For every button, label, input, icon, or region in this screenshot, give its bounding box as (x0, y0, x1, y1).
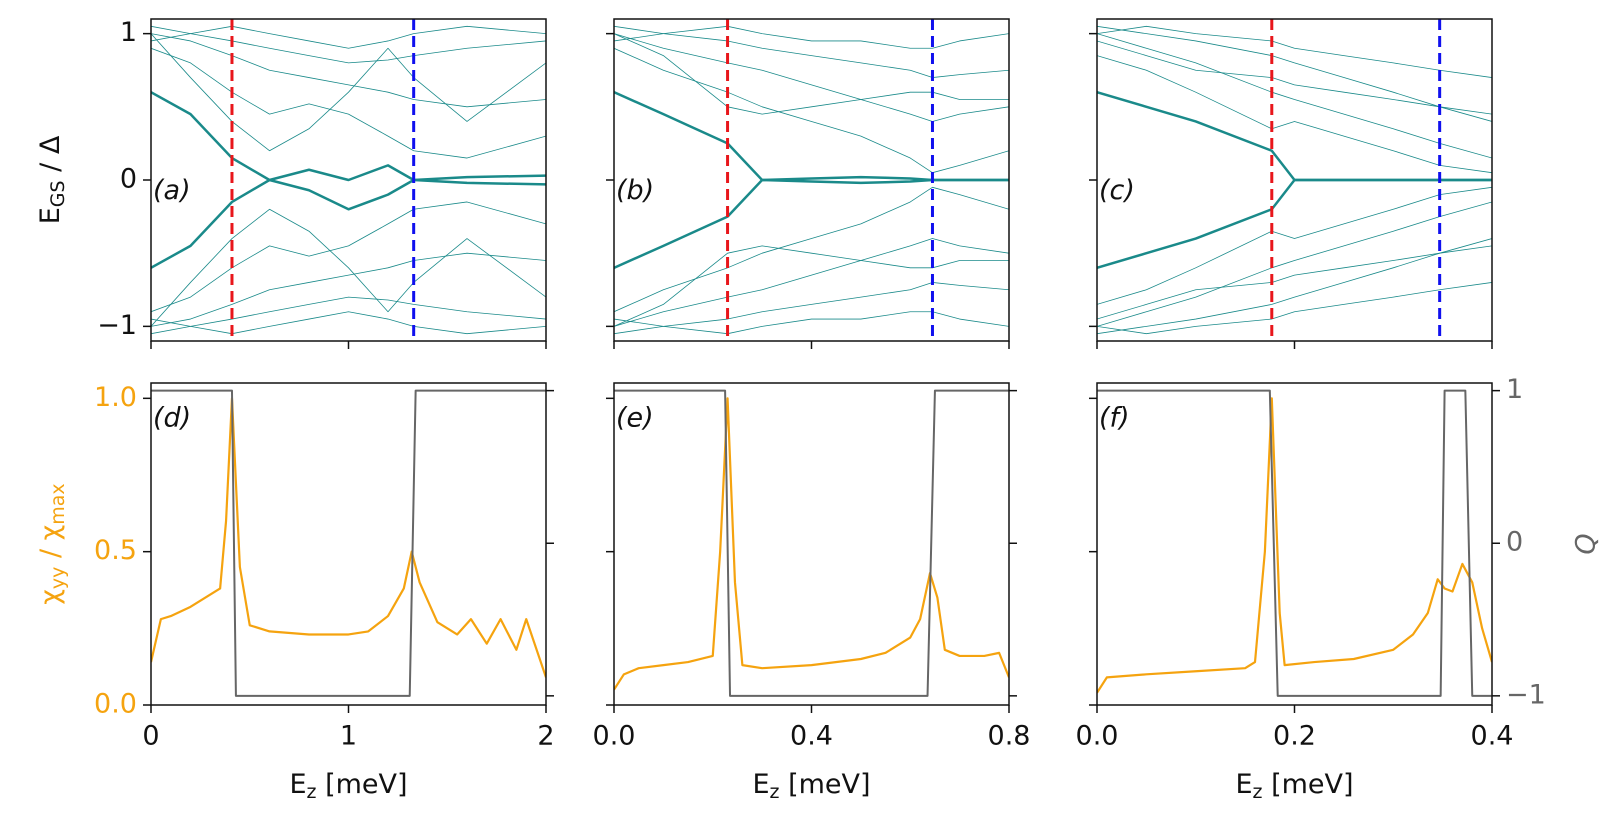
x-tick-label: 0.2 (1273, 721, 1316, 752)
data-line (151, 397, 546, 678)
x-tick-label: 0.0 (1076, 721, 1119, 752)
data-line (151, 25, 546, 64)
y2-tick-label: −1 (1506, 679, 1546, 710)
panel-label: (b) (616, 175, 654, 206)
panel-label: (e) (616, 403, 654, 434)
label-part: E (1235, 769, 1252, 800)
data-line (151, 296, 546, 335)
data-line (614, 311, 1009, 335)
x-tick-label: 0.0 (593, 721, 636, 752)
data-line (1097, 238, 1492, 335)
panel-label: (d) (153, 403, 191, 434)
data-line (614, 25, 1009, 49)
data-line (151, 33, 546, 108)
label-part: [meV] (1263, 769, 1354, 800)
y2-tick-label: 0 (1506, 527, 1523, 558)
data-line (614, 186, 1009, 313)
axes-frame (1096, 382, 1493, 706)
data-line (1097, 389, 1492, 697)
label-part: [meV] (317, 769, 408, 800)
data-line (614, 91, 1009, 182)
x-tick-label: 2 (537, 721, 554, 752)
axes-frame (613, 382, 1010, 706)
subscript: max (47, 483, 69, 524)
data-line (1097, 178, 1492, 270)
data-line (151, 201, 546, 313)
data-line (151, 178, 546, 269)
data-line (1097, 245, 1492, 320)
x-axis-label: Ez [meV] (289, 769, 407, 803)
subscript: z (770, 781, 780, 803)
data-line (614, 238, 1009, 327)
x-tick-label: 0 (142, 721, 159, 752)
data-line (151, 33, 546, 152)
data-line (1097, 186, 1492, 305)
data-line (614, 397, 1009, 691)
label-part: / χ (35, 525, 66, 567)
subscript: GS (47, 180, 69, 207)
data-line (151, 208, 546, 327)
subscript: z (307, 781, 317, 803)
data-line (151, 25, 546, 49)
y-tick-label: 0.5 (94, 535, 137, 566)
y-tick-label: 0 (120, 164, 137, 195)
data-line (151, 47, 546, 159)
y-tick-label: 1.0 (94, 382, 137, 413)
label-part: E (289, 769, 306, 800)
data-line (151, 91, 546, 182)
y-axis-label: EGS / Δ (35, 135, 69, 224)
subscript: yy (47, 567, 69, 590)
data-line (151, 311, 546, 335)
label-part: E (752, 769, 769, 800)
data-line (1097, 40, 1492, 115)
x-tick-label: 0.4 (790, 721, 833, 752)
panel-label: (c) (1099, 175, 1135, 206)
axes-frame (150, 382, 547, 706)
y2-axis-label: Q (1571, 533, 1602, 554)
x-axis-label: Ez [meV] (752, 769, 870, 803)
y-tick-label: −1 (97, 310, 137, 341)
plot-area (614, 389, 1009, 697)
data-line (614, 245, 1009, 327)
label-part: χ (35, 589, 66, 605)
data-line (1097, 33, 1492, 159)
subscript: z (1253, 781, 1263, 803)
data-line (1097, 25, 1492, 122)
label-part: / Δ (35, 135, 66, 180)
panel-label: (f) (1099, 403, 1130, 434)
plot-area (1097, 389, 1492, 697)
label-part: E (35, 207, 66, 224)
plot-area (151, 389, 546, 697)
data-line (614, 33, 1009, 122)
x-axis-label: Ez [meV] (1235, 769, 1353, 803)
data-line (1097, 282, 1492, 335)
data-line (1097, 397, 1492, 694)
y-tick-label: 0.0 (94, 689, 137, 720)
x-tick-label: 0.8 (988, 721, 1031, 752)
plot-area (1097, 19, 1492, 341)
plot-area (151, 19, 546, 341)
data-line (1097, 201, 1492, 327)
data-line (614, 33, 1009, 115)
data-line (614, 389, 1009, 697)
panel-label: (a) (153, 175, 191, 206)
data-line (151, 389, 546, 697)
data-line (151, 252, 546, 327)
plot-area (614, 19, 1009, 341)
data-line (614, 178, 1009, 269)
x-tick-label: 1 (340, 721, 357, 752)
data-line (614, 282, 1009, 335)
data-line (1097, 25, 1492, 78)
data-line (614, 25, 1009, 78)
data-line (1097, 55, 1492, 174)
label-part: [meV] (780, 769, 871, 800)
y2-tick-label: 1 (1506, 374, 1523, 405)
y-axis-label: χyy / χmax (35, 483, 69, 604)
data-line (614, 47, 1009, 174)
y-tick-label: 1 (120, 17, 137, 48)
x-tick-label: 0.4 (1471, 721, 1514, 752)
